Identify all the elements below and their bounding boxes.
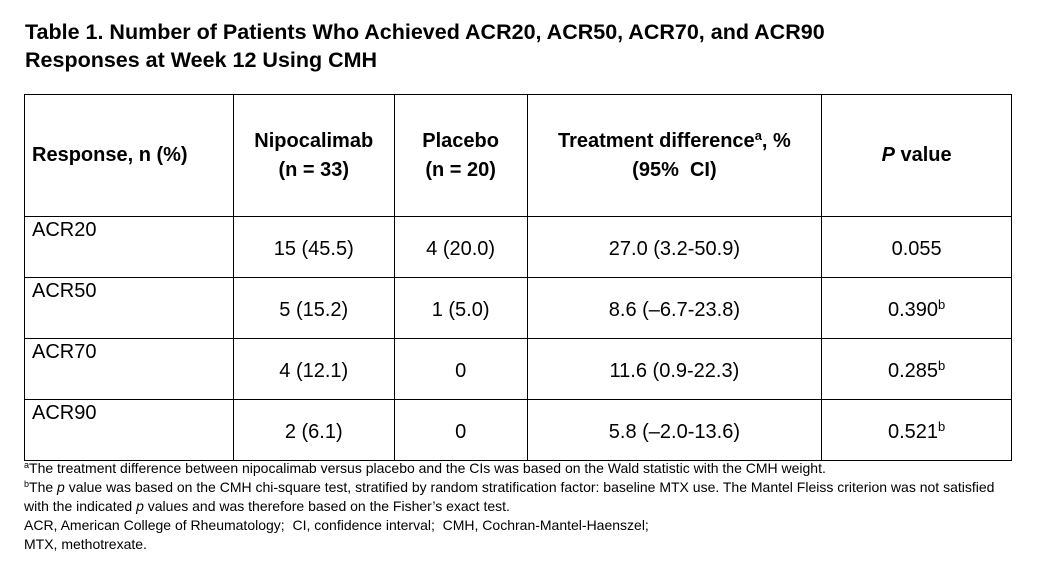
footnote-text: The treatment difference between nipocal… (29, 460, 826, 476)
table-cell: 0 (393, 338, 528, 400)
footnote-text: values and was therefore based on the Fi… (143, 498, 510, 514)
table-cell: ACR90 (24, 399, 234, 461)
table-cell: 0 (393, 399, 528, 461)
footnote-mark: b (938, 418, 946, 434)
header-cell: P value (821, 94, 1012, 217)
footnote: ACR, American College of Rheumatology; C… (24, 517, 649, 533)
footnote-mark: b (938, 357, 946, 373)
table-cell: 2 (6.1) (232, 399, 395, 461)
table-title: Table 1. Number of Patients Who Achieved… (25, 20, 831, 72)
header-line: , % (761, 129, 791, 152)
header-line: (95% CI) (632, 158, 717, 181)
footnote-mark: a (754, 127, 762, 143)
footnote-mark: b (24, 479, 30, 489)
footnote: bThe p value was based on the CMH chi-sq… (24, 478, 1014, 516)
results-table: Response, n (%) Nipocalimab (n = 33) Plac… (24, 94, 1012, 461)
header-cell: Nipocalimab (n = 33) (232, 94, 395, 217)
table-cell: 4 (12.1) (232, 338, 395, 400)
table-cell: ACR20 (24, 216, 234, 278)
cell-value: 0.055 (891, 237, 942, 260)
header-cell: Placebo (n = 20) (393, 94, 528, 217)
table-cell: 0.285b (821, 338, 1012, 400)
table-row: ACR50 5 (15.2) 1 (5.0) 8.6 (–6.7-23.8) 0.390… (24, 277, 1012, 339)
header-line: Placebo (422, 129, 499, 152)
footnote-text: value was based on the CMH chi-square te… (24, 479, 999, 514)
table-cell: 27.0 (3.2-50.9) (526, 216, 823, 278)
footnotes: aThe treatment difference between nipoca… (24, 459, 1014, 554)
footnote-italic: p (57, 479, 65, 495)
cell-value: 0.521 (887, 420, 939, 443)
footnote: aThe treatment difference between nipoca… (24, 459, 1014, 478)
cell-value: 0.285 (887, 359, 939, 382)
table-cell: 5 (15.2) (232, 277, 395, 339)
table-cell: 15 (45.5) (232, 216, 395, 278)
footnote-mark: a (24, 460, 30, 470)
footnote-text: The (29, 479, 58, 495)
table-cell: 0.055 (821, 216, 1012, 278)
header-cell: Response, n (%) (24, 94, 234, 217)
table-cell: 4 (20.0) (393, 216, 528, 278)
header-line: (n = 20) (425, 158, 496, 181)
table-cell: 0.521b (821, 399, 1012, 461)
header-cell: Treatment differencea, % (95% CI) (526, 94, 823, 217)
footnote-mark: b (938, 296, 946, 312)
header-line: Treatment difference (557, 129, 755, 152)
header-row: Response, n (%) Nipocalimab (n = 33) Plac… (24, 94, 1012, 217)
header-italic: P (881, 144, 895, 166)
table-row: ACR90 2 (6.1) 0 5.8 (–2.0-13.6) 0.521b (24, 399, 1012, 461)
table-cell: 5.8 (–2.0-13.6) (526, 399, 823, 461)
table-row: ACR20 15 (45.5) 4 (20.0) 27.0 (3.2-50.9) 0.0… (24, 216, 1012, 278)
header-line: Nipocalimab (254, 129, 374, 152)
footnote: MTX, methotrexate. (24, 536, 147, 552)
table-cell: 1 (5.0) (393, 277, 528, 339)
table-cell: 8.6 (–6.7-23.8) (526, 277, 823, 339)
header-text: value (900, 144, 952, 166)
header-line: (n = 33) (278, 158, 350, 181)
table-cell: ACR50 (24, 277, 234, 339)
table-row: ACR70 4 (12.1) 0 11.6 (0.9-22.3) 0.285b (24, 338, 1012, 400)
table-cell: 0.390b (821, 277, 1012, 339)
cell-value: 0.390 (887, 298, 939, 321)
table-cell: ACR70 (24, 338, 234, 400)
footnote-italic: p (136, 498, 144, 514)
table-cell: 11.6 (0.9-22.3) (526, 338, 823, 400)
